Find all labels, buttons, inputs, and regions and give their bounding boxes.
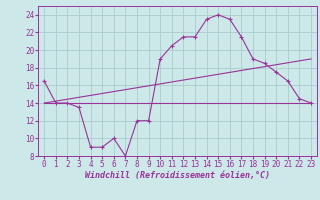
X-axis label: Windchill (Refroidissement éolien,°C): Windchill (Refroidissement éolien,°C) xyxy=(85,171,270,180)
